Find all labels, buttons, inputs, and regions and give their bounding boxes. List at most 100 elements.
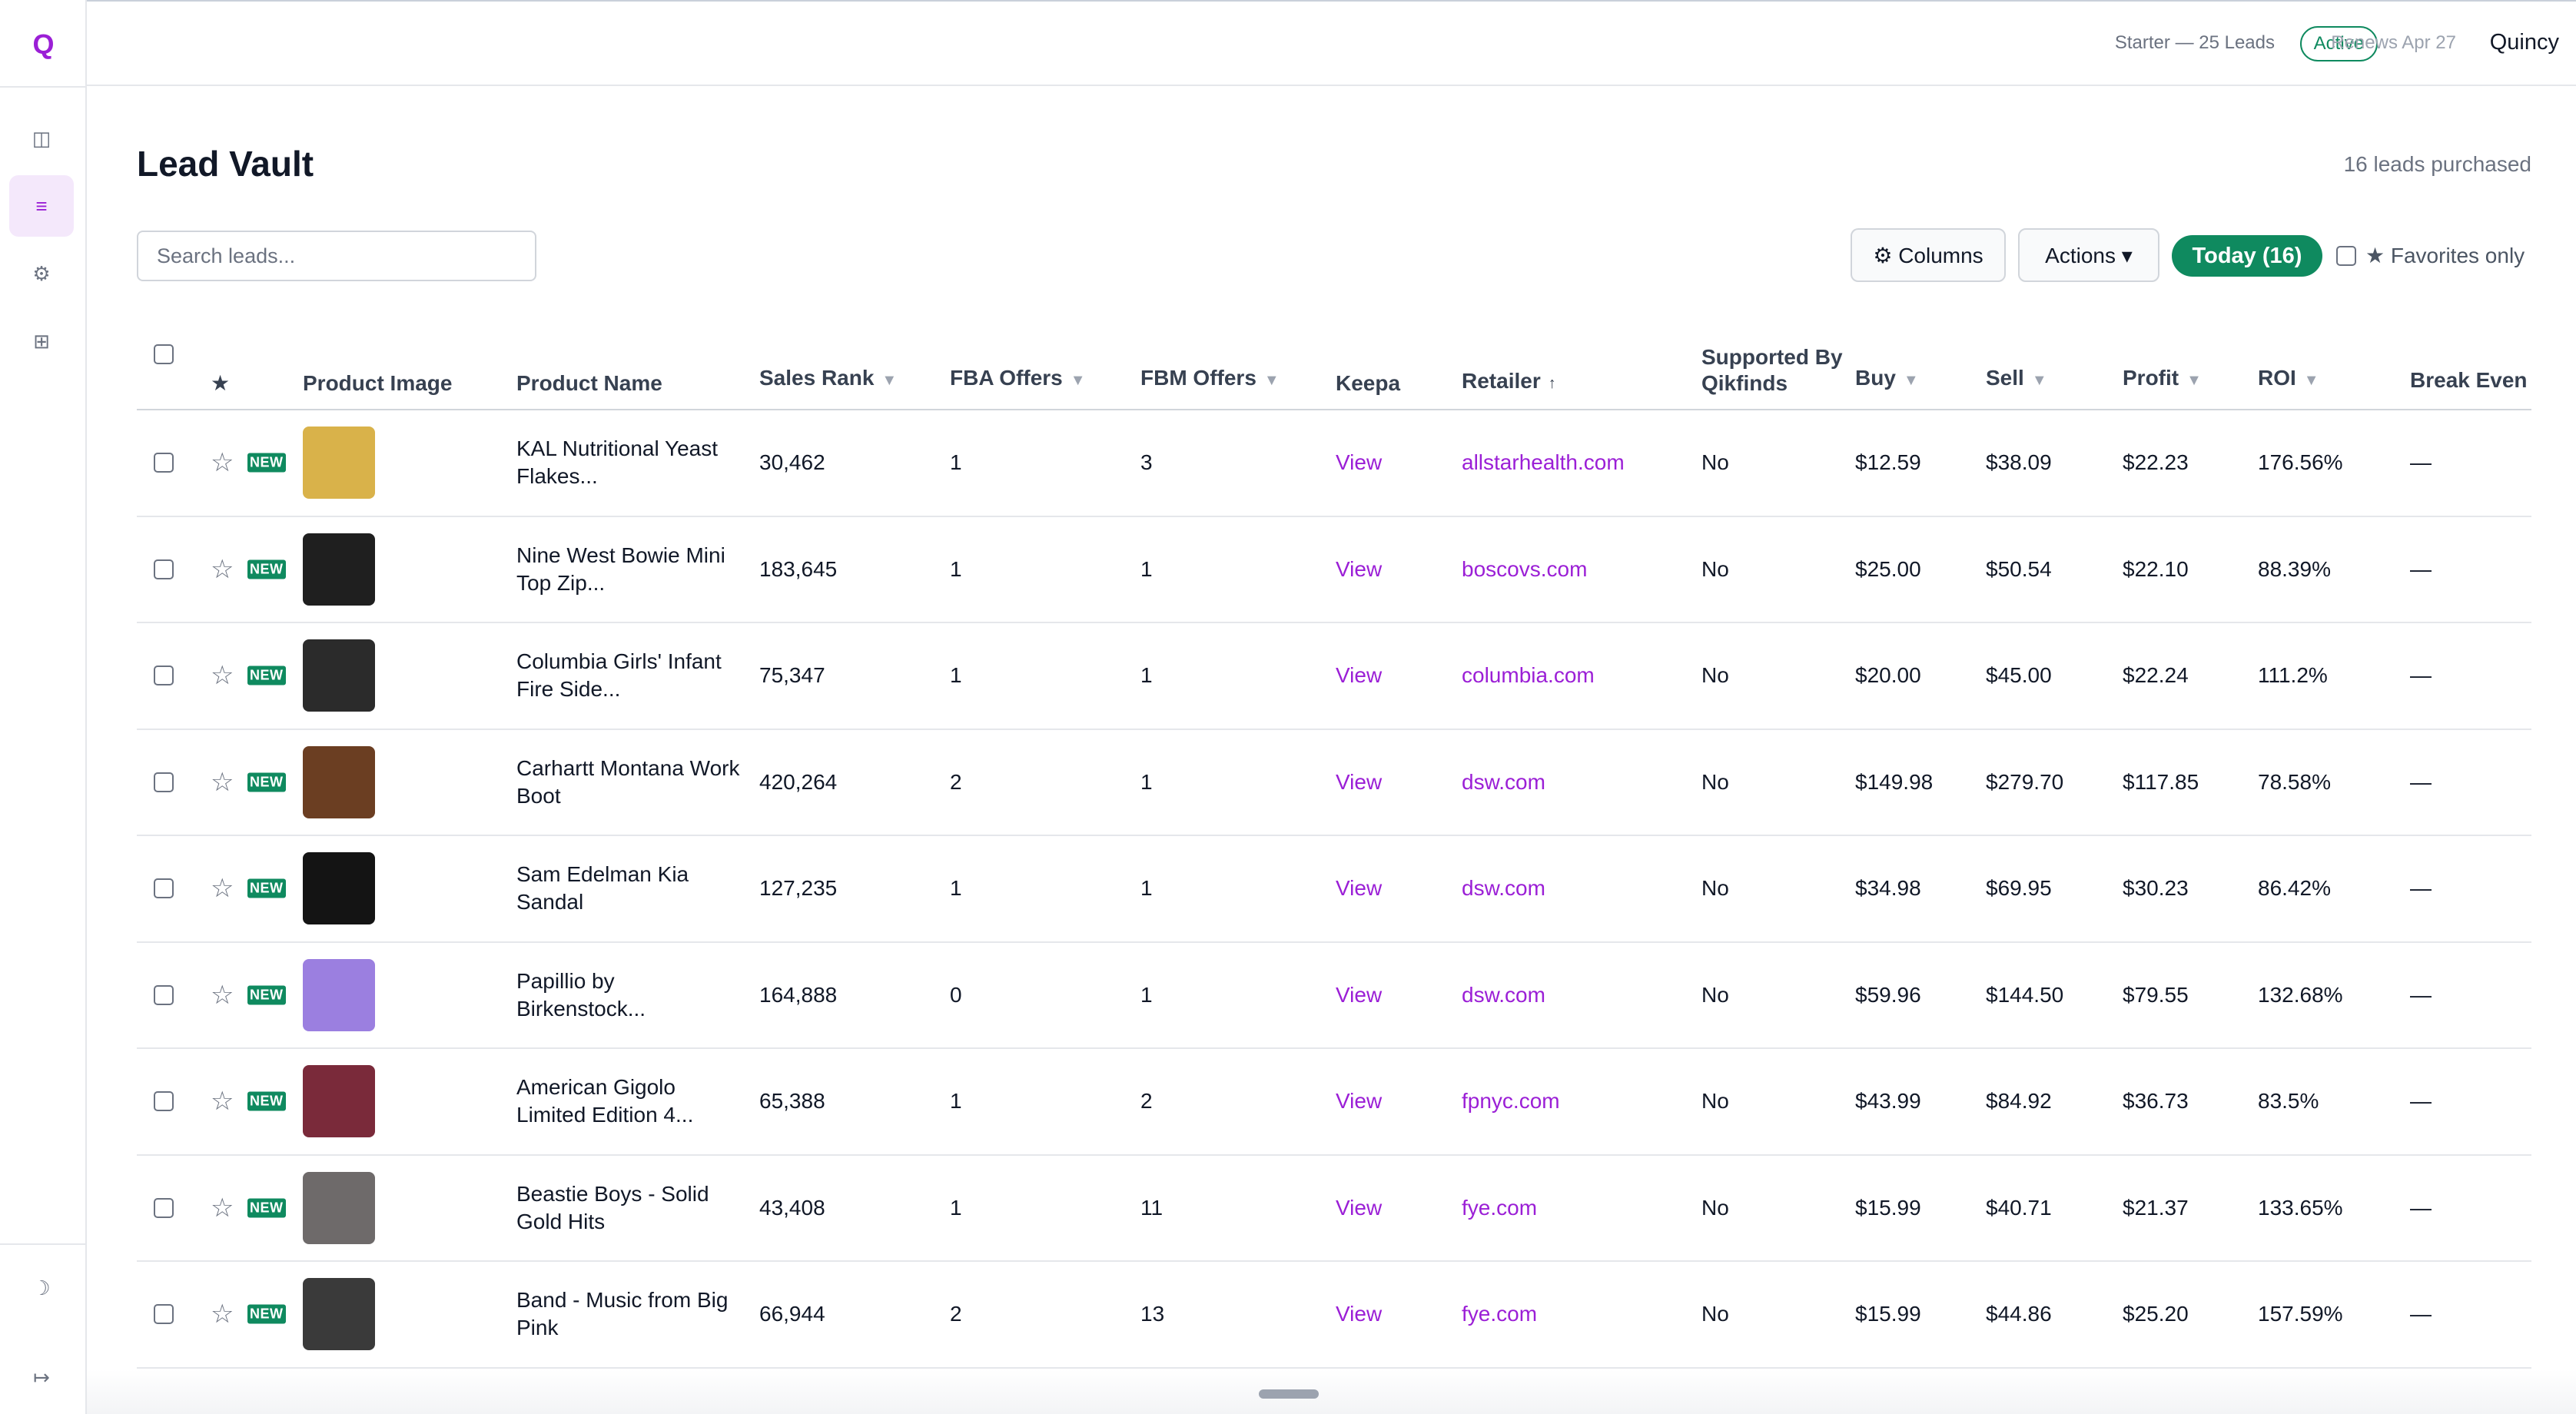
table-row[interactable]: ☆ NEW American Gigolo Limited Edition 4...… (137, 1049, 2531, 1156)
table-row[interactable]: ☆ NEW Carhartt Montana Work Boot 420,264 2 1 V… (137, 730, 2531, 836)
star-icon[interactable]: ☆ (211, 874, 234, 904)
header-roi-label: ROI (2258, 366, 2296, 390)
sidebar-gear-icon[interactable]: ⚙ (32, 261, 51, 285)
favorites-only-toggle[interactable]: ★ Favorites only (2336, 243, 2525, 268)
new-badge: NEW (247, 1304, 286, 1324)
sell-price: $40.71 (1986, 1195, 2052, 1220)
product-image (303, 958, 375, 1031)
retailer-link[interactable]: boscovs.com (1462, 556, 1588, 581)
keepa-link[interactable]: View (1336, 876, 1383, 901)
header-star[interactable]: ★ (211, 371, 231, 395)
star-icon[interactable]: ☆ (211, 1193, 234, 1223)
header-profit[interactable]: Profit ▼ (2123, 365, 2202, 393)
table-row[interactable]: ☆ NEW Beastie Boys - Solid Gold Hits 43,408… (137, 1156, 2531, 1262)
keepa-link[interactable]: View (1336, 556, 1383, 581)
row-checkbox[interactable] (154, 984, 174, 1005)
keepa-link[interactable]: View (1336, 982, 1383, 1007)
row-checkbox[interactable] (154, 559, 174, 579)
keepa-link[interactable]: View (1336, 450, 1383, 475)
keepa-link[interactable]: View (1336, 663, 1383, 688)
retailer-link[interactable]: dsw.com (1462, 982, 1545, 1007)
table-row[interactable]: ☆ NEW Nine West Bowie Mini Top Zip... 183,6… (137, 517, 2531, 623)
select-all-checkbox[interactable] (154, 344, 174, 364)
header-supported[interactable]: Supported By Qikfinds (1701, 345, 1843, 395)
header-break-even[interactable]: Break Even (2410, 368, 2528, 392)
retailer-link[interactable]: dsw.com (1462, 769, 1545, 794)
star-icon[interactable]: ☆ (211, 661, 234, 691)
retailer-link[interactable]: fye.com (1462, 1195, 1538, 1220)
header-sales-rank[interactable]: Sales Rank ▼ (759, 365, 897, 393)
retailer-link[interactable]: allstarhealth.com (1462, 450, 1625, 475)
star-icon[interactable]: ☆ (211, 554, 234, 584)
header-fba-offers[interactable]: FBA Offers ▼ (950, 365, 1086, 393)
fbm-offers: 1 (1140, 982, 1153, 1007)
sidebar-grid-icon[interactable]: ⊞ (33, 329, 50, 353)
buy-price: $12.59 (1855, 450, 1921, 475)
break-even-value: — (2410, 982, 2432, 1007)
retailer-link[interactable]: fpnyc.com (1462, 1089, 1560, 1114)
table-row[interactable]: ☆ NEW KAL Nutritional Yeast Flakes... 30,46… (137, 410, 2531, 517)
roi-value: 176.56% (2258, 450, 2343, 475)
product-name: KAL Nutritional Yeast Flakes... (516, 436, 719, 489)
header-fbm-offers[interactable]: FBM Offers ▼ (1140, 365, 1280, 393)
header-buy[interactable]: Buy ▼ (1855, 365, 1919, 393)
star-icon[interactable]: ☆ (211, 980, 234, 1010)
product-image (303, 1171, 375, 1244)
sidebar-panel-icon[interactable]: ◫ (32, 126, 51, 150)
row-checkbox[interactable] (154, 453, 174, 473)
row-checkbox[interactable] (154, 1091, 174, 1112)
app-logo[interactable]: Q (32, 28, 55, 60)
header-sell-label: Sell (1986, 366, 2024, 390)
profit-value: $22.23 (2123, 450, 2189, 475)
retailer-link[interactable]: columbia.com (1462, 663, 1595, 688)
table-row[interactable]: ☆ NEW Band - Music from Big Pink 66,944 2 13 V… (137, 1262, 2531, 1369)
star-icon[interactable]: ☆ (211, 767, 234, 797)
new-badge: NEW (247, 1198, 286, 1218)
product-image (303, 533, 375, 606)
today-filter-button[interactable]: Today (16) (2172, 235, 2322, 277)
keepa-link[interactable]: View (1336, 1089, 1383, 1114)
profit-value: $25.20 (2123, 1302, 2189, 1326)
header-keepa[interactable]: Keepa (1336, 371, 1401, 395)
keepa-link[interactable]: View (1336, 1195, 1383, 1220)
new-badge: NEW (247, 666, 286, 685)
sidebar-list-icon[interactable]: ≡ (9, 175, 74, 237)
keepa-link[interactable]: View (1336, 769, 1383, 794)
moon-icon[interactable]: ☽ (32, 1276, 51, 1299)
fba-offers: 1 (950, 450, 962, 475)
profit-value: $36.73 (2123, 1089, 2189, 1114)
retailer-link[interactable]: dsw.com (1462, 876, 1545, 901)
header-fba-label: FBA Offers (950, 366, 1063, 390)
retailer-link[interactable]: fye.com (1462, 1302, 1538, 1326)
header-retailer[interactable]: Retailer ↑ (1462, 368, 1556, 397)
table-row[interactable]: ☆ NEW Sam Edelman Kia Sandal 127,235 1 1 View d… (137, 836, 2531, 943)
header-sell[interactable]: Sell ▼ (1986, 365, 2047, 393)
header-fbm-label: FBM Offers (1140, 366, 1256, 390)
star-icon[interactable]: ☆ (211, 1087, 234, 1117)
table-row[interactable]: ☆ NEW Columbia Girls' Infant Fire Side... 7… (137, 623, 2531, 730)
star-icon[interactable]: ☆ (211, 448, 234, 478)
sales-rank: 420,264 (759, 769, 838, 794)
row-checkbox[interactable] (154, 1304, 174, 1325)
row-checkbox[interactable] (154, 878, 174, 899)
actions-button[interactable]: Actions ▾ (2018, 228, 2159, 282)
favorites-checkbox[interactable] (2336, 245, 2356, 266)
row-checkbox[interactable] (154, 666, 174, 686)
fbm-offers: 1 (1140, 876, 1153, 901)
search-input[interactable] (137, 231, 536, 281)
fbm-offers: 1 (1140, 663, 1153, 688)
user-menu[interactable]: Quincy (2489, 30, 2559, 55)
sales-rank: 43,408 (759, 1195, 825, 1220)
scroll-handle[interactable] (1259, 1389, 1319, 1399)
row-checkbox[interactable] (154, 1197, 174, 1218)
header-product-name[interactable]: Product Name (516, 371, 662, 395)
table-row[interactable]: ☆ NEW Papillio by Birkenstock... 164,888 0 1 V… (137, 943, 2531, 1049)
row-checkbox[interactable] (154, 772, 174, 792)
star-icon[interactable]: ☆ (211, 1299, 234, 1329)
fba-offers: 1 (950, 663, 962, 688)
keepa-link[interactable]: View (1336, 1302, 1383, 1326)
header-roi[interactable]: ROI ▼ (2258, 365, 2319, 393)
columns-button[interactable]: ⚙ Columns (1851, 228, 2006, 282)
fba-offers: 1 (950, 1195, 962, 1220)
collapse-icon[interactable]: ↦ (33, 1365, 50, 1389)
